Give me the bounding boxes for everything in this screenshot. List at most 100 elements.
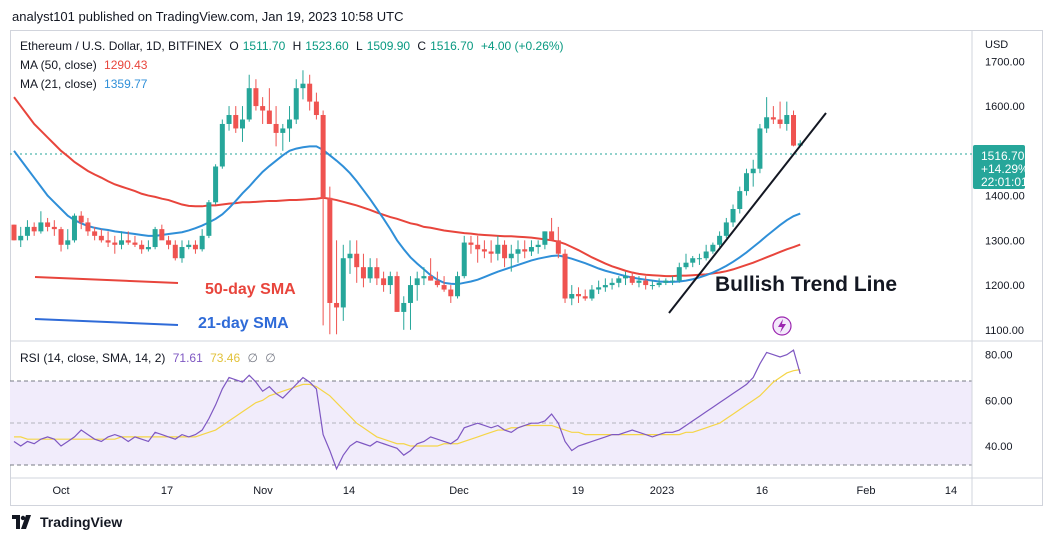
candle-body	[374, 267, 380, 279]
time-tick-label: Nov	[253, 485, 273, 497]
candle-body	[307, 83, 313, 102]
candle-body	[542, 231, 548, 245]
candle-body	[750, 168, 756, 174]
candle-body	[596, 287, 602, 290]
candle-body	[623, 276, 629, 279]
sma21-annotation-line	[34, 318, 179, 326]
candle-body	[354, 253, 360, 268]
candle-body	[643, 280, 649, 286]
candle-body	[58, 229, 64, 245]
candle-body	[629, 276, 635, 283]
open-value: 1511.70	[242, 39, 286, 53]
candle-body	[502, 244, 508, 259]
change-value: +4.00 (+0.26%)	[480, 39, 564, 53]
candle-body	[602, 285, 608, 288]
candle-body	[125, 240, 131, 243]
candle-body	[327, 197, 333, 303]
candle-body	[11, 224, 17, 241]
time-tick-label: 14	[343, 485, 355, 497]
candle-body	[421, 276, 427, 279]
candle-body	[132, 242, 138, 245]
candle-body	[757, 128, 763, 169]
candle-body	[85, 222, 91, 232]
candle-body	[461, 242, 467, 277]
time-tick-label: 16	[756, 485, 768, 497]
symbol-name: Ethereum / U.S. Dollar, 1D, BITFINEX	[20, 39, 223, 53]
candle-body	[549, 231, 555, 241]
candle-body	[784, 115, 790, 124]
rsi-sma-value: 73.46	[210, 351, 241, 365]
candle-body	[569, 294, 575, 299]
candle-body	[300, 83, 306, 89]
candle-body	[145, 247, 151, 250]
candle-body	[239, 119, 245, 129]
low-value: 1509.90	[366, 39, 411, 53]
ma21-label: MA (21, close)	[20, 77, 97, 91]
candle-body	[743, 173, 749, 192]
candle-body	[777, 119, 783, 124]
price-tick-label: 1100.00	[985, 325, 1024, 337]
ma21-value: 1359.77	[104, 77, 148, 91]
price-tick-label: 1200.00	[985, 280, 1025, 292]
candle-body	[764, 117, 770, 129]
candle-body	[31, 226, 37, 232]
candle-body	[381, 278, 387, 286]
candle-body	[770, 117, 776, 120]
candle-body	[172, 244, 178, 259]
candle-body	[495, 244, 501, 254]
candle-body	[280, 128, 286, 133]
rsi-group	[13, 349, 801, 471]
time-tick-label: 19	[572, 485, 584, 497]
candle-body	[360, 267, 366, 279]
brand-footer[interactable]: TradingView	[12, 514, 122, 530]
time-tick-label: Feb	[857, 485, 876, 497]
candle-body	[401, 302, 407, 312]
sma21-annotation: 21-day SMA	[198, 315, 289, 332]
candle-body	[616, 278, 622, 283]
candle-body	[434, 280, 440, 286]
candle-body	[468, 242, 474, 245]
candle-body	[51, 226, 57, 230]
open-label: O	[229, 39, 239, 53]
candle-body	[112, 242, 118, 245]
rsi-sma-line	[14, 369, 801, 447]
sma50-annotation: 50-day SMA	[205, 281, 296, 298]
candle-body	[119, 240, 125, 245]
candle-body	[246, 88, 252, 120]
candle-body	[266, 110, 272, 124]
candle-body	[273, 123, 279, 133]
candle-body	[555, 240, 561, 254]
currency-label: USD	[985, 39, 1008, 51]
candle-body	[206, 202, 212, 236]
publish-header: analyst101 published on TradingView.com,…	[12, 9, 404, 24]
candle-body	[515, 249, 521, 254]
rsi-line	[13, 349, 801, 471]
candle-body	[226, 115, 232, 124]
candle-body	[92, 231, 98, 236]
candle-body	[670, 280, 676, 282]
price-tick-label: 1300.00	[985, 235, 1025, 247]
candle-body	[394, 276, 400, 312]
candle-body	[448, 289, 454, 297]
candle-body	[18, 235, 24, 241]
brand-name: TradingView	[40, 514, 123, 530]
candle-body	[703, 251, 709, 259]
time-tick-label: Dec	[449, 485, 469, 497]
price-tick-label: 1600.00	[985, 101, 1025, 113]
price-tag-pct: +14.29%	[981, 162, 1029, 176]
candle-body	[407, 285, 413, 303]
candle-body	[293, 88, 299, 120]
high-label: H	[292, 39, 302, 53]
candle-body	[367, 267, 373, 279]
bullish-trend-line	[668, 112, 827, 314]
candle-body	[219, 123, 225, 167]
candle-body	[199, 235, 205, 250]
close-label: C	[417, 39, 427, 53]
candle-body	[656, 282, 662, 286]
candle-body	[582, 296, 588, 299]
candle-body	[414, 278, 420, 286]
sma50-annotation-line	[34, 276, 179, 284]
ma21-line-group	[13, 145, 801, 286]
candle-body	[105, 240, 111, 243]
